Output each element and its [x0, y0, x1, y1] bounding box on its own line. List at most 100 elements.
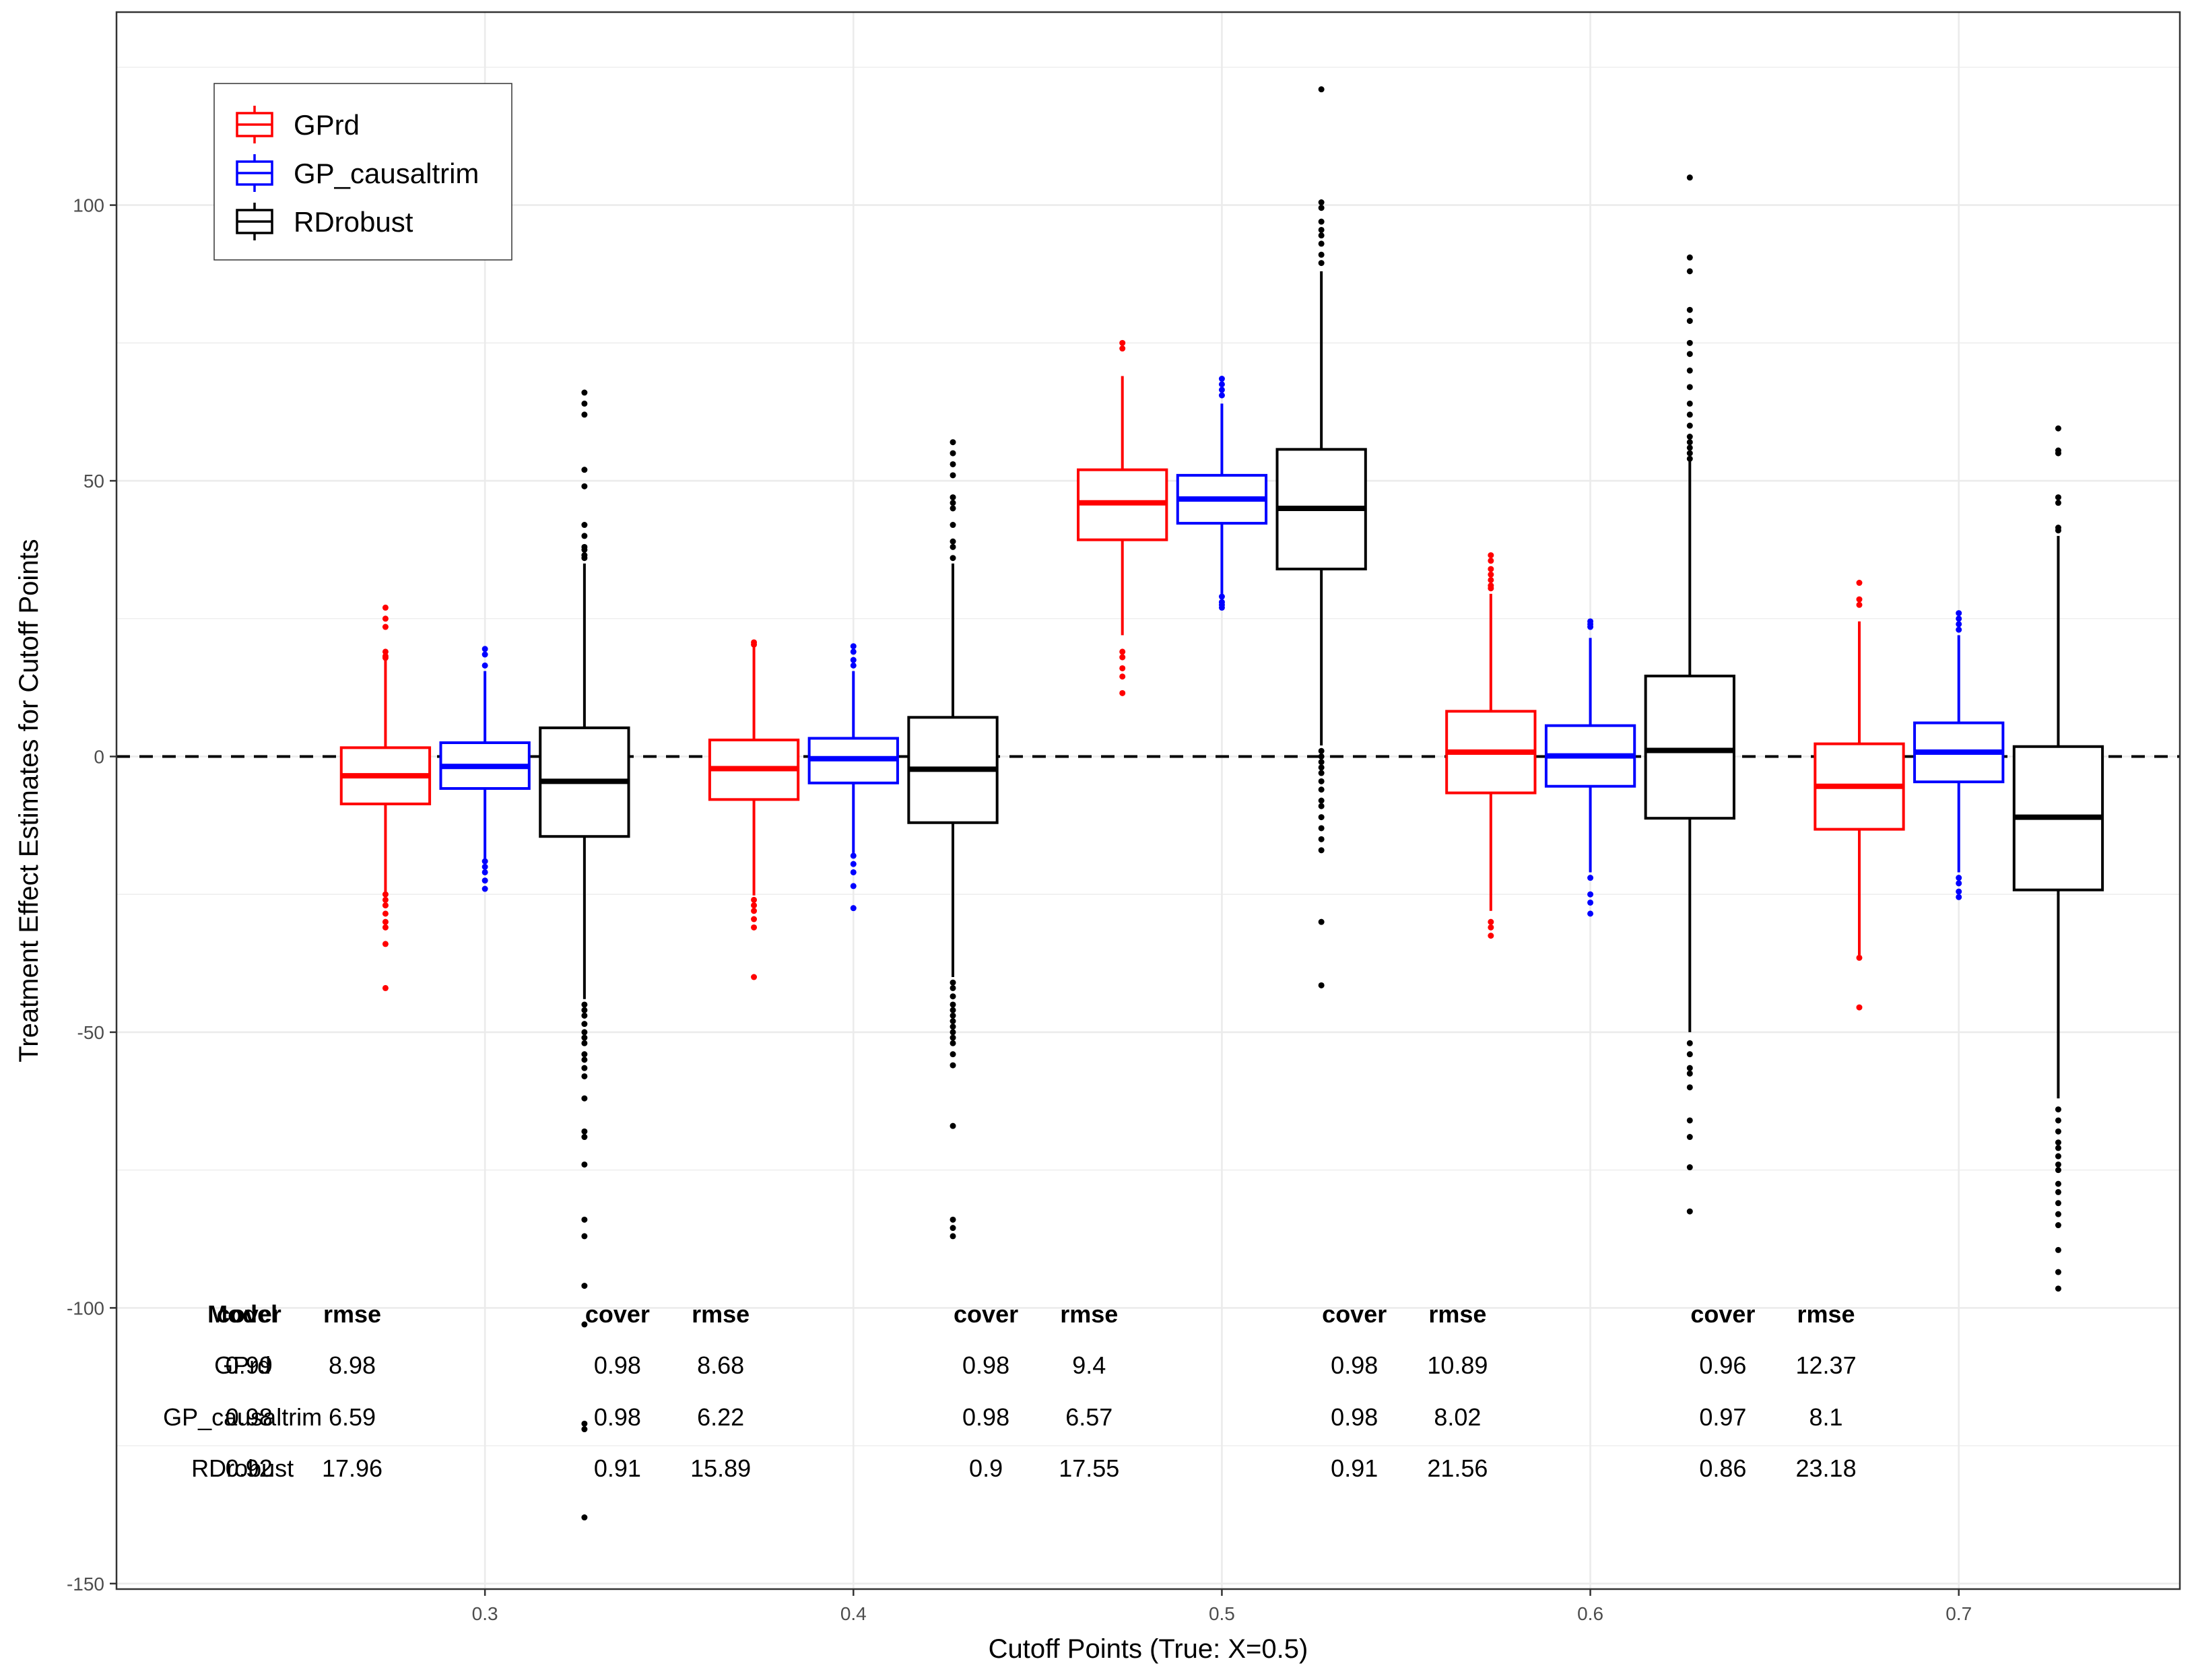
table-rmse-value: 15.89 — [690, 1454, 751, 1482]
outlier-point — [950, 993, 956, 1000]
outlier-point — [1686, 439, 1693, 446]
outlier-point — [751, 896, 758, 903]
outlier-point — [1587, 910, 1594, 917]
outlier-point — [751, 924, 758, 931]
box-0.4 — [708, 639, 800, 980]
outlier-point — [581, 1007, 588, 1013]
table-rmse-value: 10.89 — [1427, 1351, 1488, 1379]
outlier-point — [581, 483, 588, 490]
outlier-point — [850, 905, 857, 912]
table-header-rmse: rmse — [323, 1300, 381, 1328]
outlier-point — [581, 1029, 588, 1036]
outlier-point — [2055, 1222, 2061, 1229]
table-header-cover: cover — [217, 1300, 281, 1328]
table-rmse-value: 6.59 — [329, 1403, 376, 1431]
outlier-point — [581, 533, 588, 539]
outlier-point — [1488, 918, 1494, 925]
outlier-point — [2055, 500, 2061, 506]
outlier-point — [1488, 585, 1494, 592]
outlier-point — [950, 1040, 956, 1046]
outlier-point — [1686, 455, 1693, 462]
outlier-point — [1956, 894, 1962, 900]
legend: GPrd GP_causaltrim RDrobust — [213, 83, 512, 261]
outlier-point — [1686, 1070, 1693, 1077]
outlier-point — [1318, 226, 1325, 233]
series-rdrobust — [539, 86, 2104, 1521]
box-0.3 — [539, 389, 630, 1521]
table-rmse-value: 8.1 — [1809, 1403, 1843, 1431]
outlier-point — [1318, 86, 1325, 93]
outlier-point — [1218, 593, 1225, 600]
outlier-point — [1488, 924, 1494, 931]
x-tick-label: 0.5 — [1209, 1603, 1235, 1624]
outlier-point — [850, 662, 857, 669]
outlier-point — [1218, 604, 1225, 611]
outlier-point — [950, 1001, 956, 1008]
outlier-point — [1119, 665, 1126, 671]
outlier-point — [1587, 624, 1594, 630]
outlier-point — [581, 1321, 588, 1328]
outlier-point — [950, 494, 956, 501]
outlier-point — [950, 543, 956, 550]
x-axis-title: Cutoff Points (True: X=0.5) — [989, 1634, 1308, 1664]
outlier-point — [2055, 1246, 2061, 1253]
y-tick-label: 50 — [84, 471, 104, 492]
outlier-point — [1318, 205, 1325, 211]
table-rmse-value: 17.55 — [1059, 1454, 1119, 1482]
outlier-point — [581, 389, 588, 396]
outlier-point — [850, 643, 857, 650]
series-gp-causaltrim — [439, 376, 2005, 917]
table-rmse-value: 8.98 — [329, 1351, 376, 1379]
outlier-point — [1686, 254, 1693, 261]
outlier-point — [581, 1095, 588, 1102]
series-gprd — [339, 339, 1905, 1011]
box-0.6 — [1644, 174, 1735, 1215]
outlier-point — [581, 1065, 588, 1071]
outlier-point — [1686, 174, 1693, 181]
outlier-point — [382, 896, 389, 903]
box-0.4 — [907, 439, 999, 1240]
outlier-point — [1856, 1004, 1863, 1011]
outlier-point — [1686, 400, 1693, 407]
outlier-point — [581, 467, 588, 473]
table-header-cover: cover — [954, 1300, 1018, 1328]
table-cover-value: 0.98 — [594, 1403, 641, 1431]
y-tick-label: -50 — [77, 1022, 104, 1043]
table-rmse-value: 12.37 — [1796, 1351, 1857, 1379]
box-0.5 — [1176, 376, 1268, 611]
outlier-point — [1956, 621, 1962, 628]
outlier-point — [950, 1225, 956, 1232]
outlier-point — [2055, 1188, 2061, 1195]
legend-entry-rdrobust: RDrobust — [236, 203, 413, 240]
outlier-point — [1318, 218, 1325, 225]
table-cover-value: 0.9 — [969, 1454, 1003, 1482]
outlier-point — [581, 1161, 588, 1168]
outlier-point — [850, 648, 857, 655]
outlier-point — [581, 1233, 588, 1240]
table-cover-value: 0.96 — [1699, 1351, 1746, 1379]
outlier-point — [1587, 899, 1594, 906]
outlier-point — [850, 861, 857, 867]
outlier-point — [1686, 306, 1693, 313]
outlier-point — [382, 984, 389, 991]
outlier-point — [581, 1021, 588, 1028]
outlier-point — [1318, 770, 1325, 776]
outlier-point — [1488, 576, 1494, 583]
outlier-point — [1686, 351, 1693, 358]
outlier-point — [581, 1514, 588, 1521]
box-0.5 — [1077, 339, 1168, 696]
table-rmse-value: 6.57 — [1065, 1403, 1112, 1431]
table-header-rmse: rmse — [1797, 1300, 1855, 1328]
outlier-point — [950, 1029, 956, 1036]
outlier-point — [2055, 1269, 2061, 1275]
table-rmse-value: 6.22 — [697, 1403, 744, 1431]
outlier-point — [1318, 786, 1325, 793]
outlier-point — [2055, 1106, 2061, 1113]
box-0.3 — [439, 646, 531, 892]
outlier-point — [481, 885, 488, 892]
outlier-point — [2055, 1145, 2061, 1151]
outlier-point — [481, 863, 488, 870]
outlier-point — [950, 1122, 956, 1129]
outlier-point — [1686, 1065, 1693, 1071]
outlier-point — [581, 1051, 588, 1058]
